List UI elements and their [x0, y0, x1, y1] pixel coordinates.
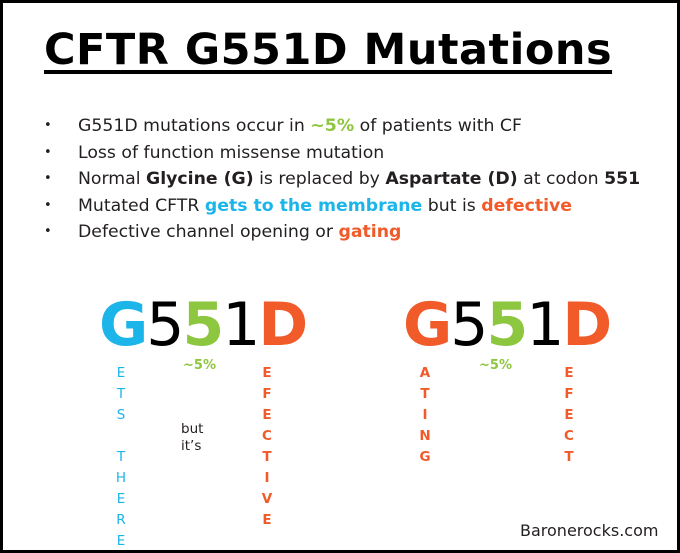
bullet-item: • Loss of function missense mutation	[41, 140, 640, 167]
bullet-dot-icon: •	[44, 144, 52, 160]
acronym-letter: E	[564, 407, 574, 423]
acronym-letter: E	[116, 491, 126, 507]
slide-title: CFTR G551D Mutations	[44, 25, 613, 75]
bullet-dot-icon: •	[44, 118, 52, 133]
bullet-item: • Normal Glycine (G) is replaced by Aspar…	[41, 166, 640, 193]
left-d-letter: D	[258, 290, 308, 360]
right-five-percent: ~5%	[479, 358, 512, 373]
bullet-text-segment: is replaced by	[253, 169, 386, 189]
acronym-letter: S	[116, 407, 126, 423]
right-first-5: 5	[450, 290, 488, 360]
bullet-dot-icon: •	[44, 224, 52, 239]
bullet-text-segment: ~5%	[310, 116, 355, 136]
left-second-5: 5	[182, 290, 224, 360]
right-1: 1	[526, 290, 564, 360]
bullet-text-segment: G551D mutations occur in	[78, 116, 311, 136]
left-but-its: but it’s	[181, 421, 203, 455]
acronym-letter: E	[564, 365, 574, 381]
acronym-letter: N	[419, 428, 431, 444]
left-g551d-word: G551D	[99, 285, 308, 365]
left-five-percent: ~5%	[183, 358, 216, 373]
right-g-letter: G	[403, 290, 452, 360]
bullet-text-segment: Aspartate (D)	[385, 169, 518, 189]
bullet-item: • Mutated CFTR gets to the membrane but i…	[41, 193, 640, 220]
bullet-text-segment: Loss of function missense mutation	[78, 142, 385, 163]
acronym-letter: E	[262, 512, 272, 528]
bullet-text-segment: 551	[604, 169, 641, 189]
acronym-letter: F	[564, 386, 574, 402]
bullet-text-segment: defective	[481, 195, 573, 216]
bullet-text-segment: gets to the membrane	[204, 195, 423, 216]
site-credit: Baronerocks.com	[520, 521, 659, 540]
its-word: it’s	[181, 438, 202, 454]
acronym-letter: T	[116, 386, 126, 402]
acronym-letter: C	[262, 428, 272, 444]
bullet-text-segment: but is	[422, 195, 482, 216]
acronym-letter: C	[564, 428, 574, 444]
acronym-letter: G	[419, 449, 431, 465]
left-first-5: 5	[146, 290, 184, 360]
bullet-text-segment: gating	[338, 222, 402, 242]
bullet-item: • G551D mutations occur in ~5% of patient…	[41, 113, 640, 140]
bullet-dot-icon: •	[44, 197, 52, 213]
bullet-text-segment: Normal	[78, 169, 147, 189]
acronym-letter: E	[116, 365, 126, 381]
acronym-letter: E	[262, 365, 272, 381]
but-word: but	[181, 421, 204, 437]
acronym-letter: T	[262, 449, 272, 465]
bullet-list: • G551D mutations occur in ~5% of patient…	[41, 113, 640, 246]
bullet-text-segment: Defective channel opening or	[78, 222, 339, 242]
right-second-5: 5	[486, 290, 528, 360]
bullet-item: • Defective channel opening or gating	[41, 219, 640, 246]
acronym-letter: E	[116, 533, 126, 549]
right-d-letter: D	[562, 290, 612, 360]
acronym-letter: I	[422, 407, 428, 423]
acronym-letter: T	[564, 449, 574, 465]
acronym-letter: E	[262, 407, 272, 423]
acronym-letter: V	[261, 491, 273, 507]
acronym-letter: F	[262, 386, 272, 402]
acronym-letter	[111, 426, 131, 447]
acronym-letter: I	[264, 470, 270, 486]
acronym-letter: A	[419, 365, 431, 381]
acronym-letter: T	[116, 449, 126, 465]
bullet-text-segment: at codon	[517, 169, 605, 189]
bullet-text-segment: Mutated CFTR	[78, 195, 205, 216]
bullet-dot-icon: •	[44, 171, 52, 186]
acronym-letter: T	[420, 386, 430, 402]
bullet-text-segment: of patients with CF	[354, 116, 522, 136]
acronym-letter: R	[116, 512, 126, 528]
right-g551d-word: G551D	[403, 285, 612, 365]
left-g-letter: G	[99, 290, 148, 360]
left-1: 1	[222, 290, 260, 360]
bullet-text-segment: Glycine (G)	[146, 169, 254, 189]
acronym-letter: H	[115, 470, 127, 486]
